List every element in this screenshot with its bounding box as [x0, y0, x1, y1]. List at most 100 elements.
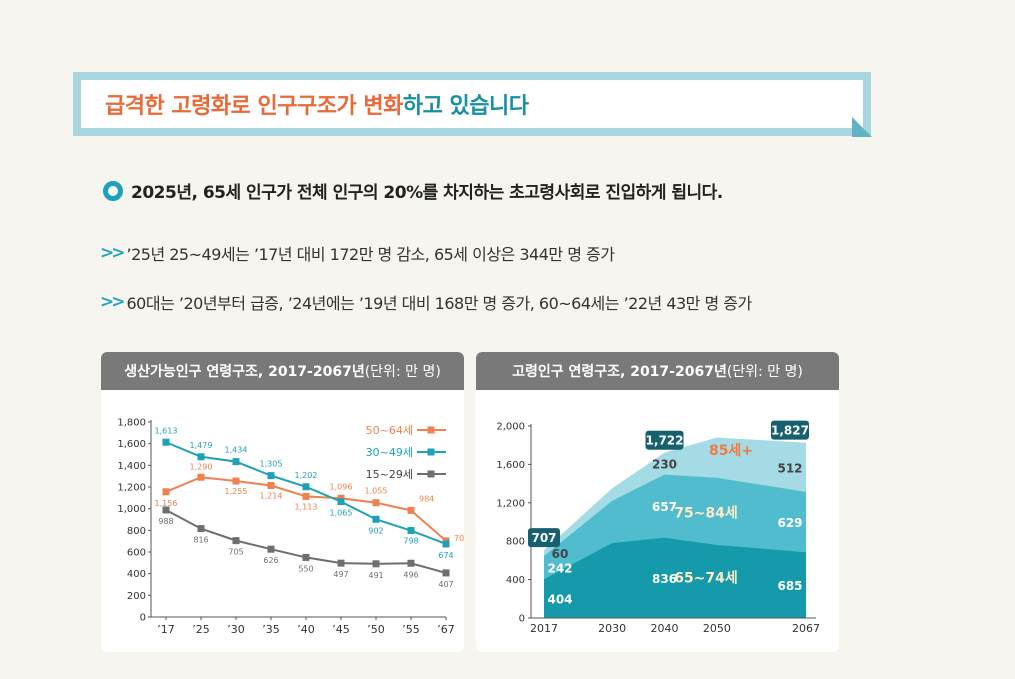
y-tick-label: 200 [127, 591, 146, 602]
area-value-label: 230 [652, 458, 677, 472]
data-point [337, 559, 345, 567]
data-point [442, 540, 450, 548]
data-point [372, 499, 380, 507]
area-value-label: 685 [777, 579, 802, 593]
data-label: 988 [158, 517, 173, 526]
data-point [267, 481, 275, 489]
x-tick-label: ’25 [192, 623, 210, 636]
area-value-label: 512 [777, 461, 802, 475]
data-label: 1,255 [225, 487, 248, 496]
data-label: 1,202 [295, 471, 318, 480]
x-tick-label: ’35 [262, 623, 280, 636]
data-point [337, 498, 345, 506]
total-badge [528, 528, 560, 548]
data-label: 1,055 [365, 487, 388, 496]
bullet-item: >> 60대는 ’20년부터 급증, ’24년에는 ’19년 대비 168만 명… [100, 290, 752, 314]
title-inner: 급격한 고령화로 인구구조가 변화하고 있습니다 [81, 80, 863, 128]
headline-text: 2025년, 65세 인구가 전체 인구의 20%를 차지하는 초고령사회로 진… [131, 183, 723, 203]
data-point [162, 438, 170, 446]
y-tick-label: 400 [506, 575, 525, 586]
legend-marker [427, 470, 435, 478]
area-name-label: 75~84세 [674, 505, 738, 521]
area-name-label: 65~74세 [674, 571, 738, 587]
y-tick-label: 1,800 [117, 418, 146, 429]
y-tick-label: 1,200 [117, 483, 146, 494]
data-label: 1,479 [190, 441, 213, 450]
y-tick-label: 0 [519, 614, 525, 625]
chart-header: 고령인구 연령구조, 2017-2067년 (단위: 만 명) [476, 352, 839, 390]
data-point [232, 477, 240, 485]
x-tick-label: 2030 [598, 622, 626, 635]
data-label: 705 [228, 548, 243, 557]
total-badge-label: 1,827 [771, 424, 809, 438]
area-value-label: 836 [652, 572, 677, 586]
data-point [442, 569, 450, 577]
working-age-chart-card: 생산가능인구 연령구조, 2017-2067년 (단위: 만 명) 0 200 400… [101, 352, 464, 652]
x-tick-label: ’17 [157, 623, 175, 636]
x-tick-label: ’67 [437, 623, 455, 636]
data-label: 1,065 [330, 509, 353, 518]
line-chart: 0 200 400 600 800 1,000 1,200 1,400 1,600 1,800 ’1… [117, 418, 464, 637]
headline: 2025년, 65세 인구가 전체 인구의 20%를 차지하는 초고령사회로 진… [103, 178, 723, 203]
x-tick-label: 2017 [530, 622, 558, 635]
data-point [232, 537, 240, 545]
data-point [197, 473, 205, 481]
data-point [162, 506, 170, 514]
data-point [267, 472, 275, 480]
data-label: 703 [454, 534, 464, 543]
area-name-label: 85세+ [709, 443, 753, 459]
title-fold-corner [852, 117, 872, 137]
data-label: 1,214 [260, 491, 283, 500]
title-banner: 급격한 고령화로 인구구조가 변화하고 있습니다 [73, 72, 872, 137]
data-point [197, 525, 205, 533]
data-label: 902 [368, 526, 383, 535]
x-tick-label: 2067 [792, 622, 820, 635]
chart-title: 생산가능인구 연령구조, 2017-2067년 [124, 364, 365, 380]
data-label: 1,113 [295, 502, 318, 511]
data-label: 1,305 [260, 460, 283, 469]
data-point [162, 488, 170, 496]
title-part-teal: 하고 있습니다 [402, 94, 529, 119]
total-badge [771, 420, 809, 440]
data-label: 407 [438, 580, 453, 589]
data-label: 1,096 [330, 482, 353, 491]
legend-marker [427, 426, 435, 434]
x-tick-label: ’30 [227, 623, 245, 636]
x-tick-label: ’50 [367, 623, 385, 636]
legend-label: 50~64세 [366, 424, 413, 437]
y-tick-label: 1,600 [496, 460, 525, 471]
data-point [302, 483, 310, 491]
legend-label: 30~49세 [366, 446, 413, 459]
area-value-label: 60 [552, 547, 569, 561]
data-label: 798 [403, 537, 418, 546]
chart-title: 고령인구 연령구조, 2017-2067년 [512, 364, 727, 380]
total-badge-label: 707 [531, 531, 556, 545]
x-tick-label: 2040 [651, 622, 679, 635]
data-point [267, 545, 275, 553]
data-label: 491 [368, 571, 383, 580]
data-label: 984 [419, 494, 434, 503]
y-tick-label: 600 [127, 548, 146, 559]
data-point [407, 527, 415, 535]
area-value-label: 242 [547, 562, 572, 576]
total-badge-label: 1,722 [646, 434, 684, 448]
data-label: 496 [403, 570, 418, 579]
bullet-item: >> ’25년 25~49세는 ’17년 대비 172만 명 감소, 65세 이… [100, 241, 615, 265]
area-value-label: 657 [652, 500, 677, 514]
data-point [407, 506, 415, 514]
y-tick-label: 400 [127, 569, 146, 580]
area-value-label: 629 [777, 516, 802, 530]
data-label: 626 [263, 556, 278, 565]
y-tick-label: 1,400 [117, 461, 146, 472]
data-point [407, 559, 415, 567]
x-tick-label: 2050 [703, 622, 731, 635]
bullet-text: ’25년 25~49세는 ’17년 대비 172만 명 감소, 65세 이상은 … [126, 245, 615, 264]
circle-bullet-icon [103, 180, 123, 201]
y-tick-label: 800 [506, 537, 525, 548]
page-title: 급격한 고령화로 인구구조가 변화하고 있습니다 [105, 88, 529, 120]
x-tick-label: ’40 [297, 623, 315, 636]
y-tick-label: 1,600 [117, 439, 146, 450]
y-tick-label: 0 [140, 613, 146, 624]
y-tick-label: 800 [127, 526, 146, 537]
data-point [232, 458, 240, 466]
